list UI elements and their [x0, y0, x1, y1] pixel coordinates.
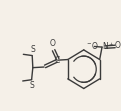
Text: $^-$O: $^-$O: [85, 40, 100, 51]
Text: S: S: [30, 81, 35, 90]
Text: S: S: [30, 45, 35, 54]
Text: O: O: [50, 39, 56, 48]
Text: O: O: [115, 41, 120, 50]
Text: C: C: [55, 56, 60, 65]
Text: N$^+$: N$^+$: [102, 41, 115, 52]
